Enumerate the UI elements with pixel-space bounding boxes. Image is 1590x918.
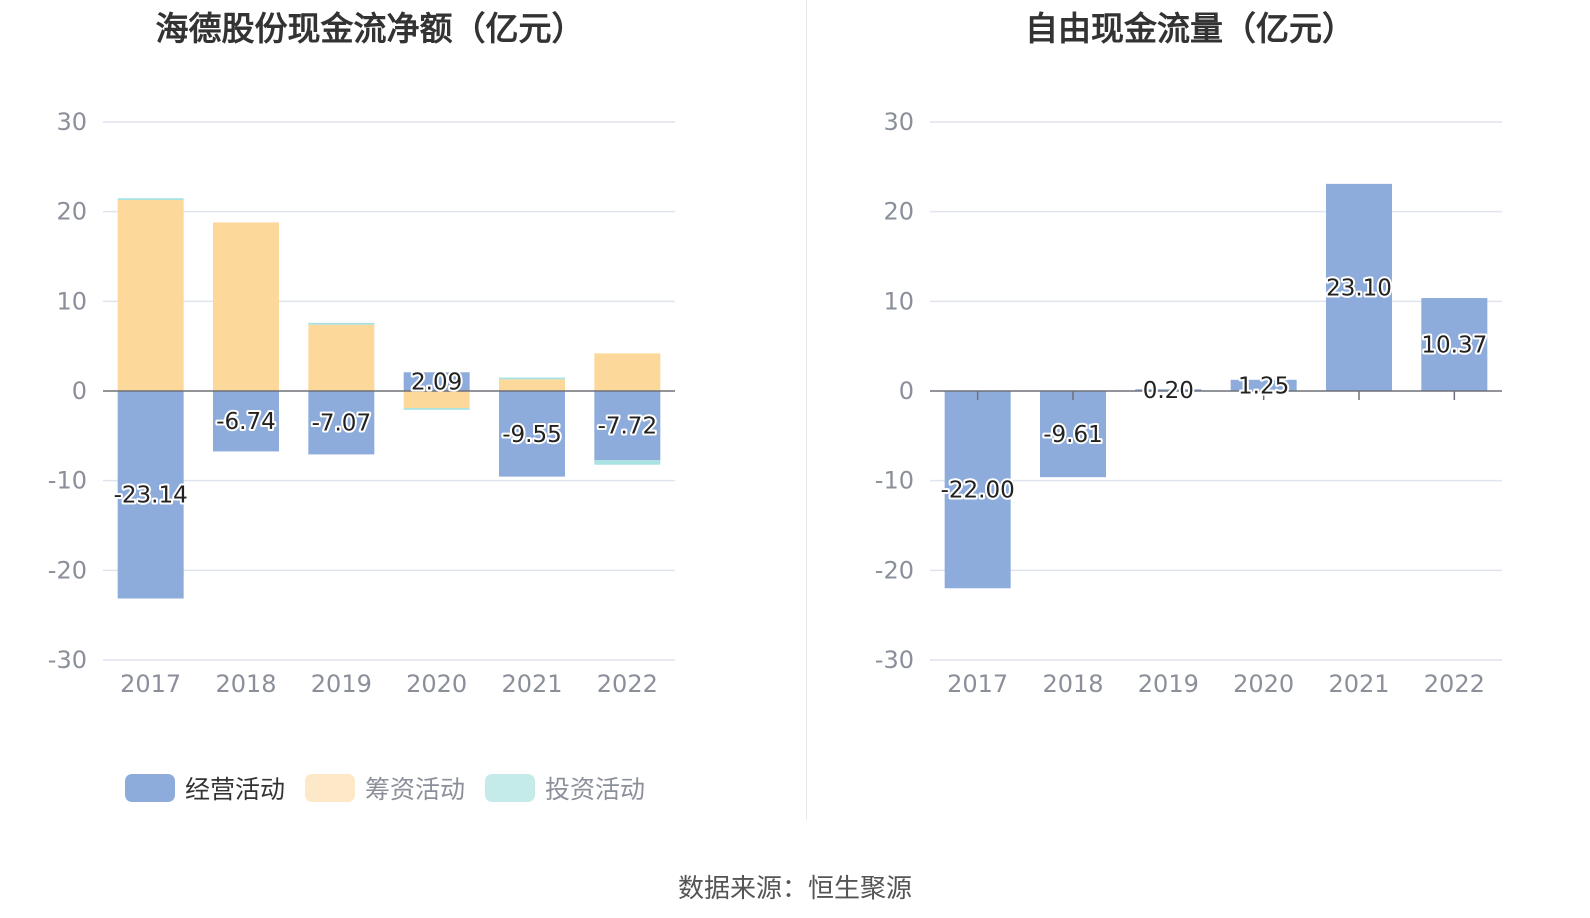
left-data-label: 2.09 [411,370,462,396]
left-y-tick-label: -30 [48,646,87,674]
right-data-label: 1.25 [1238,373,1289,399]
right-y-tick-label: 0 [899,377,914,405]
legend-item-operating[interactable]: 经营活动 [125,770,285,806]
right-x-tick-label: 2020 [1233,670,1294,698]
right-x-tick-label: 2017 [947,670,1008,698]
left-data-label: -6.74 [216,409,276,435]
left-bar-operating [594,391,661,461]
left-bar-investing [308,322,375,325]
left-bar-investing [499,377,565,380]
left-bar-operating [403,372,470,391]
right-bar [1421,298,1488,391]
left-y-tick-label: 30 [56,108,87,136]
right-bar [1135,389,1202,392]
right-data-label: 10.37 [1421,333,1487,359]
left-data-label: -9.55 [502,422,562,448]
left-bar-operating [499,391,565,477]
legend-item-investing[interactable]: 投资活动 [485,770,645,806]
left-y-tick-label: -10 [48,467,87,495]
legend-label-financing: 筹资活动 [365,775,466,804]
left-y-tick-label: 0 [72,377,87,405]
left-bar-investing [117,198,184,201]
left-bar-investing [594,460,661,465]
right-bar [1230,379,1297,391]
left-x-tick-label: 2018 [215,670,276,698]
left-x-tick-label: 2021 [501,670,562,698]
right-x-tick-label: 2022 [1424,670,1485,698]
left-x-tick-label: 2022 [597,670,658,698]
right-data-label: 0.20 [1143,378,1194,404]
right-y-tick-label: -20 [875,556,914,584]
right-chart-title: 自由现金流量（亿元） [1025,9,1355,48]
left-bar-operating [308,391,375,455]
left-y-tick-label: -20 [48,556,87,584]
left-x-tick-label: 2019 [311,670,372,698]
legend-swatch-investing [485,774,536,802]
left-chart-title: 海德股份现金流净额（亿元） [155,9,585,48]
legend-label-investing: 投资活动 [545,775,646,804]
left-data-label: -23.14 [114,483,188,509]
legend-swatch-operating [125,774,175,802]
left-x-tick-label: 2017 [120,670,181,698]
legend-item-financing[interactable]: 筹资活动 [305,770,465,806]
right-data-label: 23.10 [1326,275,1392,301]
right-bar [1040,391,1106,478]
data-source-note: 数据来源：恒生聚源 [677,874,912,904]
left-bar-financing [499,379,565,391]
right-x-tick-label: 2019 [1138,670,1199,698]
left-bar-investing [403,408,470,410]
left-bar-operating [213,391,279,452]
left-y-tick-label: 10 [56,287,87,315]
right-bar [1326,183,1392,391]
right-data-label: -9.61 [1043,422,1103,448]
left-bar-financing [117,200,184,391]
right-y-tick-label: -30 [875,646,914,674]
right-x-tick-label: 2018 [1042,670,1103,698]
right-y-tick-label: 30 [883,108,914,136]
right-y-tick-label: 10 [883,287,914,315]
panel-divider [806,0,807,820]
left-data-label: -7.07 [312,411,372,437]
left-data-label: -7.72 [598,414,658,440]
left-bar-financing [403,391,470,409]
left-y-tick-label: 20 [56,198,87,226]
right-x-tick-label: 2021 [1328,670,1389,698]
right-data-label: -22.00 [941,478,1015,504]
left-bar-financing [594,353,661,391]
legend-label-operating: 经营活动 [185,775,286,804]
legend-swatch-financing [305,774,356,802]
legend: 经营活动 筹资活动 投资活动 [125,770,665,806]
right-y-tick-label: 20 [883,198,914,226]
left-bar-financing [213,222,279,391]
right-bar [944,391,1011,589]
left-bar-operating [117,391,184,599]
left-x-tick-label: 2020 [406,670,467,698]
left-bar-financing [308,324,375,391]
right-y-tick-label: -10 [875,467,914,495]
